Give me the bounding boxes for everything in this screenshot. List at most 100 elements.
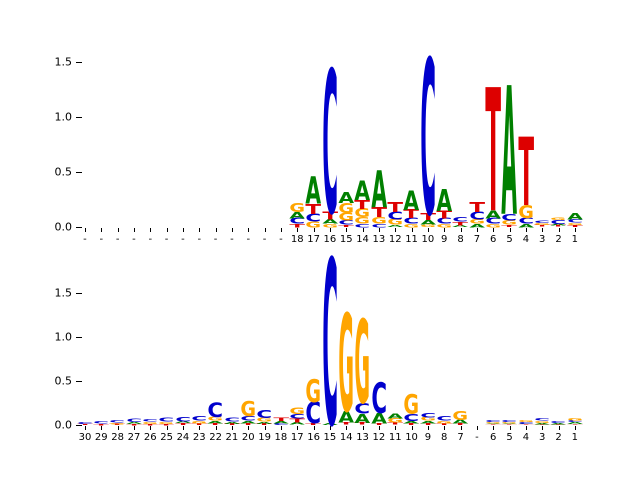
logo-letter-T: T (338, 224, 354, 228)
logo-letter-C: C (273, 423, 289, 426)
logo-letter-G: G (159, 421, 175, 424)
x-tick-mark (378, 426, 380, 430)
svg-text:T: T (518, 424, 534, 425)
logo-letter-C: C (257, 409, 273, 421)
svg-text:C: C (453, 216, 469, 223)
logo-letter-G: G (240, 398, 256, 422)
logo-letter-A: A (224, 421, 241, 424)
svg-text:A: A (322, 218, 338, 225)
x-tick-mark (117, 426, 119, 430)
svg-text:A: A (306, 170, 322, 214)
logo-letter-A: A (485, 423, 502, 424)
x-tick-mark (248, 228, 250, 232)
svg-text:C: C (518, 217, 534, 226)
x-tick-mark (509, 426, 511, 430)
x-tick-mark (231, 228, 233, 232)
logo-letter-G: G (387, 417, 403, 424)
logo-letter-A: A (567, 422, 584, 425)
svg-text:A: A (518, 223, 534, 228)
x-tick-label: 4 (522, 234, 530, 245)
x-tick-mark (313, 426, 315, 430)
svg-text:A: A (371, 411, 387, 427)
logo-letter-A: A (502, 423, 519, 424)
logo-letter-G: G (257, 417, 273, 423)
logo-letter-A: A (355, 412, 371, 426)
svg-text:G: G (142, 421, 158, 425)
logo-letter-A: A (387, 224, 404, 228)
logo-letter-T: T (551, 225, 567, 228)
x-tick-mark (411, 426, 413, 430)
x-tick-label: 4 (522, 432, 530, 443)
logo-letter-G: G (567, 222, 583, 226)
svg-text:T: T (306, 202, 322, 217)
logo-letter-A: A (257, 421, 274, 424)
svg-text:C: C (420, 16, 436, 264)
svg-text:C: C (175, 416, 191, 423)
x-tick-label: - (83, 234, 87, 245)
logo-letter-C: C (534, 220, 550, 224)
logo-letter-T: T (469, 200, 485, 215)
svg-text:T: T (436, 423, 452, 426)
logo-letter-A: A (240, 420, 256, 424)
x-tick-mark (199, 228, 201, 232)
x-tick-mark (525, 228, 527, 232)
logo-letter-C: C (502, 420, 518, 423)
x-tick-mark (264, 426, 266, 430)
logo-letter-G: G (110, 422, 126, 424)
svg-text:C: C (420, 412, 436, 419)
logo-letter-T: T (110, 424, 126, 426)
svg-text:T: T (257, 423, 273, 426)
svg-text:G: G (485, 422, 501, 424)
svg-text:C: C (93, 420, 109, 424)
logo-letter-G: G (404, 223, 420, 228)
logo-letter-T: T (534, 424, 550, 425)
x-tick-mark (493, 426, 495, 430)
y-tick-label: 0.0 (54, 418, 73, 432)
logo-letter-C: C (485, 419, 501, 423)
svg-text:T: T (502, 224, 518, 228)
svg-text:T: T (518, 120, 534, 229)
x-tick-label: 2 (555, 432, 562, 443)
logo-letter-C: C (485, 217, 501, 226)
svg-text:T: T (534, 424, 550, 425)
svg-text:G: G (502, 219, 518, 226)
svg-text:G: G (404, 389, 420, 420)
y-tick-mark (76, 336, 82, 338)
svg-text:C: C (404, 412, 420, 423)
svg-text:A: A (534, 422, 551, 424)
svg-text:C: C (469, 210, 485, 222)
logo-letter-T: T (567, 424, 583, 425)
y-tick-label: 1.5 (54, 286, 73, 300)
logo-letter-C: C (77, 421, 93, 425)
svg-text:G: G (436, 420, 452, 424)
logo-letter-A: A (518, 223, 534, 228)
y-tick-label: 0.5 (54, 374, 73, 388)
svg-text:G: G (289, 201, 305, 215)
y-tick-label: 1.5 (54, 55, 73, 69)
x-tick-mark (133, 228, 135, 232)
x-tick-label: 30 (78, 432, 92, 443)
logo-letter-T: T (420, 211, 436, 222)
svg-text:T: T (338, 422, 354, 426)
svg-text:T: T (485, 55, 501, 251)
logo-letter-C: C (289, 413, 305, 420)
x-tick-mark (215, 228, 217, 232)
svg-text:G: G (371, 216, 387, 227)
logo-letter-C: C (371, 374, 387, 423)
svg-text:C: C (273, 423, 289, 426)
logo-letter-T: T (159, 423, 175, 425)
logo-letter-T: T (240, 423, 256, 426)
svg-text:T: T (404, 207, 421, 221)
svg-text:G: G (338, 287, 354, 443)
svg-text:A: A (567, 422, 584, 425)
svg-text:C: C (551, 421, 567, 424)
x-tick-label: 25 (160, 432, 173, 443)
x-tick-mark (395, 228, 397, 232)
x-tick-mark (84, 426, 86, 430)
svg-text:C: C (567, 420, 583, 424)
logo-letter-C: C (110, 419, 126, 423)
svg-text:T: T (453, 221, 469, 226)
x-tick-mark (427, 426, 429, 430)
logo-letter-T: T (518, 120, 534, 229)
